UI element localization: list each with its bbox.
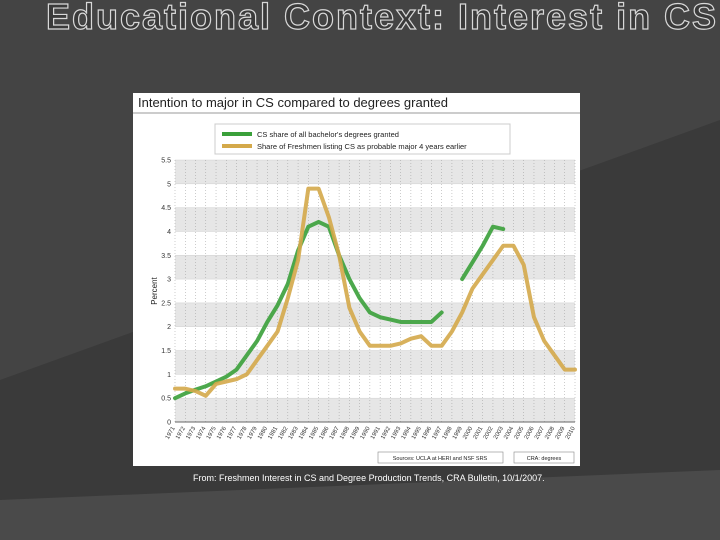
- y-tick-label: 2.5: [161, 300, 171, 307]
- grid-band: [175, 207, 575, 232]
- y-tick-label: 1.5: [161, 348, 171, 355]
- grid-band: [175, 350, 575, 375]
- y-tick-label: 5.5: [161, 158, 171, 165]
- grid-band: [175, 398, 575, 422]
- chart-title: Intention to major in CS compared to deg…: [138, 95, 448, 110]
- y-tick-label: 2: [167, 324, 171, 331]
- legend-label: CS share of all bachelor's degrees grant…: [257, 130, 399, 139]
- series-line: [173, 219, 444, 401]
- grid-band: [175, 255, 575, 280]
- y-tick-label: 0: [167, 420, 171, 427]
- y-tick-label: 4: [167, 229, 171, 236]
- series-line: [173, 186, 577, 398]
- y-tick-label: 5: [167, 181, 171, 188]
- slide-title: Educational Context: Interest in CS: [45, 0, 719, 38]
- y-tick-label: 1: [167, 372, 171, 379]
- source-text: Sources: UCLA at HERI and NSF SRS: [393, 456, 488, 462]
- y-axis-label: Percent: [150, 276, 159, 304]
- y-tick-label: 3: [167, 277, 171, 284]
- grid-band: [175, 160, 575, 184]
- bg-shape: [0, 470, 720, 540]
- legend-label: Share of Freshmen listing CS as probable…: [257, 142, 467, 151]
- source-box: [513, 451, 575, 464]
- y-tick-label: 4.5: [161, 205, 171, 212]
- series-line: [460, 224, 506, 282]
- caption: From: Freshmen Interest in CS and Degree…: [193, 473, 545, 483]
- legend: [214, 123, 511, 155]
- y-tick-label: 0.5: [161, 396, 171, 403]
- source-box: [377, 451, 504, 464]
- source-text: CRA: degrees: [527, 456, 562, 462]
- y-tick-label: 3.5: [161, 253, 171, 260]
